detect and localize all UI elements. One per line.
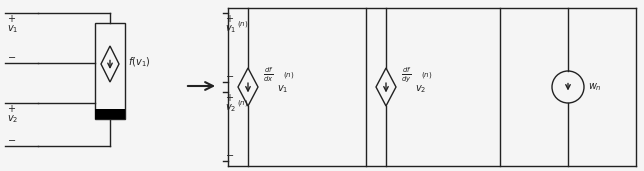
Text: +: +	[7, 104, 15, 114]
Text: $v_2$: $v_2$	[225, 102, 236, 114]
Text: $v_1$: $v_1$	[277, 83, 289, 95]
Text: $-$: $-$	[225, 149, 234, 159]
Text: $w_n$: $w_n$	[588, 81, 601, 93]
Text: $-$: $-$	[7, 134, 16, 144]
Text: $-$: $-$	[225, 70, 234, 80]
Text: +: +	[225, 93, 233, 103]
Text: $(n)$: $(n)$	[283, 70, 294, 80]
Text: $v_2$: $v_2$	[7, 113, 18, 125]
Text: $f(v_1)$: $f(v_1)$	[128, 55, 151, 69]
Text: +: +	[7, 14, 15, 24]
Text: $(n)$: $(n)$	[237, 19, 249, 29]
Text: $(n)$: $(n)$	[237, 98, 249, 108]
Text: +: +	[225, 14, 233, 24]
Bar	[95, 23, 125, 119]
Text: $v_1$: $v_1$	[225, 23, 236, 35]
Text: $v_1$: $v_1$	[7, 23, 19, 35]
Bar	[95, 109, 125, 119]
Text: $\frac{df}{dy}$: $\frac{df}{dy}$	[401, 66, 412, 84]
Text: $v_2$: $v_2$	[415, 83, 426, 95]
Text: $\frac{df}{dx}$: $\frac{df}{dx}$	[263, 66, 274, 84]
Text: $(n)$: $(n)$	[421, 70, 432, 80]
Text: $-$: $-$	[7, 51, 16, 61]
